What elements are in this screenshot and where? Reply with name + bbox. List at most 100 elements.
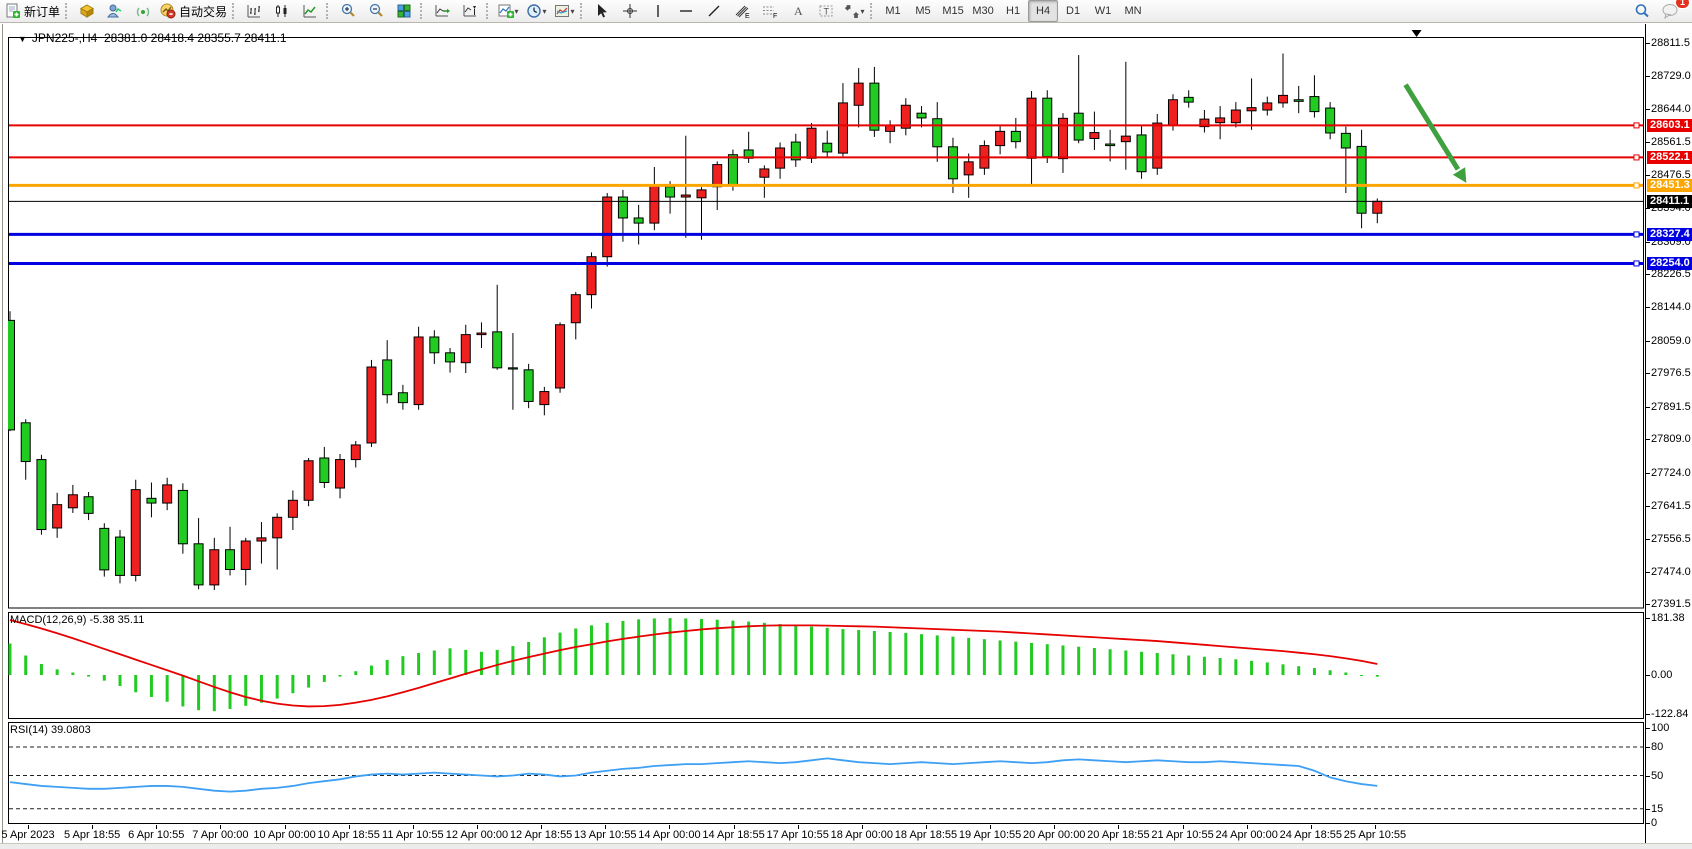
bear-candle[interactable] — [617, 196, 628, 219]
bull-candle[interactable] — [759, 168, 770, 178]
timeframe-m1[interactable]: M1 — [885, 5, 901, 17]
bear-candle[interactable] — [1309, 96, 1320, 113]
tile-windows-button[interactable] — [390, 0, 418, 22]
bull-candle[interactable] — [712, 164, 723, 188]
bull-candle[interactable] — [67, 494, 78, 509]
bull-candle[interactable] — [586, 256, 597, 296]
bull-candle[interactable] — [696, 189, 707, 199]
hline-28522.1[interactable] — [9, 154, 1643, 161]
bull-candle[interactable] — [1230, 109, 1241, 124]
hline-28327.4[interactable] — [9, 231, 1643, 238]
vertical-line-tool-button[interactable] — [644, 0, 672, 22]
bear-candle[interactable] — [1105, 143, 1116, 147]
bull-candle[interactable] — [1057, 117, 1068, 160]
bull-candle[interactable] — [303, 460, 314, 501]
bear-candle[interactable] — [1136, 134, 1147, 173]
bear-candle[interactable] — [822, 142, 833, 153]
bear-candle[interactable] — [869, 82, 880, 131]
bull-candle[interactable] — [963, 161, 974, 176]
chart-dropdown-icon[interactable]: ▼ — [18, 34, 27, 44]
bear-candle[interactable] — [1073, 112, 1084, 141]
hline-handle[interactable] — [1633, 260, 1640, 267]
bull-candle[interactable] — [1262, 102, 1273, 111]
bull-candle[interactable] — [209, 549, 220, 586]
bear-candle[interactable] — [1356, 145, 1367, 214]
horizontal-line-tool-button[interactable] — [672, 0, 700, 22]
bear-candle[interactable] — [1183, 96, 1194, 103]
bull-candle[interactable] — [130, 489, 141, 576]
bear-candle[interactable] — [382, 359, 393, 396]
bear-candle[interactable] — [1293, 99, 1304, 102]
profile-button[interactable] — [101, 0, 129, 22]
timeframe-w1[interactable]: W1 — [1094, 5, 1112, 17]
timeframe-m5[interactable]: M5 — [915, 5, 931, 17]
rsi-panel[interactable]: RSI(14) 39.0803 — [8, 722, 1644, 824]
bull-candle[interactable] — [900, 104, 911, 129]
timeframe-m15[interactable]: M15 — [942, 5, 964, 17]
bear-candle[interactable] — [633, 217, 644, 224]
bear-candle[interactable] — [445, 352, 456, 363]
time-axis[interactable]: 5 Apr 2023 5 Apr 18:55 6 Apr 10:55 7 Apr 00… — [1, 825, 1644, 843]
text-tool-button[interactable]: A — [784, 0, 812, 22]
arrow-annotation[interactable] — [1403, 83, 1467, 183]
bull-candle[interactable] — [570, 294, 581, 324]
bear-candle[interactable] — [507, 367, 518, 370]
bear-candle[interactable] — [5, 319, 15, 431]
fibonacci-tool-button[interactable]: F — [756, 0, 784, 22]
bull-candle[interactable] — [649, 184, 660, 224]
notifications-button[interactable]: 1 — [1656, 0, 1690, 22]
autotrading-button[interactable]: 自动交易 — [157, 0, 230, 22]
bull-candle[interactable] — [162, 484, 173, 504]
hline-28603.1[interactable] — [9, 122, 1643, 129]
bull-candle[interactable] — [995, 130, 1006, 147]
bear-candle[interactable] — [225, 549, 236, 570]
bear-candle[interactable] — [177, 489, 188, 545]
bear-candle[interactable] — [790, 141, 801, 161]
timeframe-mn[interactable]: MN — [1124, 5, 1142, 17]
indicators-button[interactable]: ▾ — [494, 0, 522, 22]
bear-candle[interactable] — [523, 369, 534, 402]
crosshair-tool-button[interactable] — [616, 0, 644, 22]
timeframe-h1[interactable]: H1 — [1006, 5, 1021, 17]
hline-28451.3[interactable] — [9, 182, 1643, 189]
bull-candle[interactable] — [1215, 117, 1226, 124]
candles-series[interactable] — [5, 53, 1383, 591]
bear-candle[interactable] — [429, 336, 440, 354]
bull-candle[interactable] — [1372, 200, 1383, 214]
bear-candle[interactable] — [492, 331, 503, 369]
candlestick-button[interactable] — [268, 0, 296, 22]
hline-handle[interactable] — [1633, 154, 1640, 161]
bull-candle[interactable] — [1026, 97, 1037, 159]
bull-candle[interactable] — [287, 499, 298, 518]
bear-candle[interactable] — [932, 118, 943, 148]
market-cube-button[interactable] — [73, 0, 101, 22]
bull-candle[interactable] — [52, 504, 63, 529]
bull-candle[interactable] — [806, 127, 817, 159]
bull-candle[interactable] — [256, 537, 267, 542]
hline-handle[interactable] — [1633, 182, 1640, 189]
zoom-out-button[interactable] — [362, 0, 390, 22]
templates-button[interactable]: ▾ — [550, 0, 578, 22]
bull-candle[interactable] — [680, 194, 691, 198]
bull-candle[interactable] — [1167, 99, 1178, 126]
bear-candle[interactable] — [193, 543, 204, 586]
bull-candle[interactable] — [460, 334, 471, 364]
macd-panel[interactable]: MACD(12,26,9) -5.38 35.11 — [8, 612, 1644, 719]
bear-candle[interactable] — [99, 527, 110, 571]
bull-candle[interactable] — [413, 336, 424, 406]
new-order-button[interactable]: 新订单 — [2, 0, 63, 22]
bull-candle[interactable] — [1089, 132, 1100, 139]
bull-candle[interactable] — [1277, 94, 1288, 104]
bear-candle[interactable] — [1325, 107, 1336, 134]
bear-candle[interactable] — [397, 392, 408, 404]
hline-handle[interactable] — [1633, 122, 1640, 129]
bull-candle[interactable] — [272, 516, 283, 539]
bar-chart-button[interactable] — [240, 0, 268, 22]
trendline-tool-button[interactable] — [700, 0, 728, 22]
bull-candle[interactable] — [539, 391, 550, 406]
bull-candle[interactable] — [240, 540, 251, 570]
text-label-tool-button[interactable]: T — [812, 0, 840, 22]
bull-candle[interactable] — [366, 366, 377, 444]
line-chart-button[interactable] — [296, 0, 324, 22]
bear-candle[interactable] — [1010, 130, 1021, 143]
